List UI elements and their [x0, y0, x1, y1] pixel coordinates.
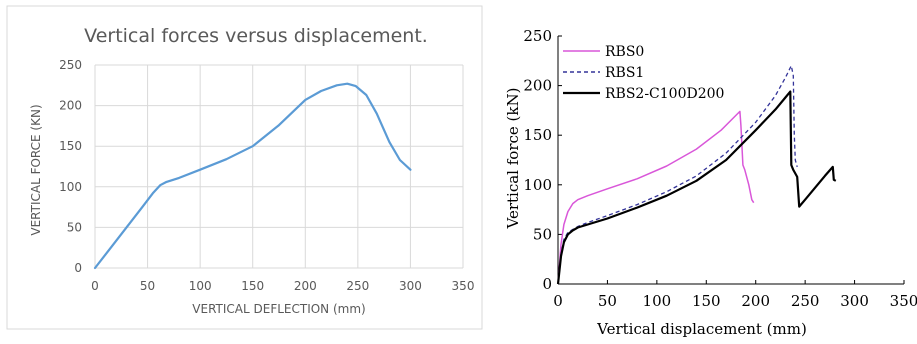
x-tick-label: 350	[890, 292, 917, 310]
legend-label: RBS2-C100D200	[605, 86, 724, 102]
x-tick-label: 0	[553, 292, 563, 310]
series-line-rbs2-c100d200	[556, 90, 837, 285]
chart-title: Vertical forces versus displacement.	[84, 25, 428, 47]
series-line	[93, 82, 412, 270]
chart-frame	[6, 5, 483, 330]
chart-vertical-forces: Vertical forces versus displacement. VER…	[6, 5, 483, 330]
x-tick-label: 150	[692, 292, 721, 310]
chart-vertical-displacement: Vertical displacement (mm) Vertical forc…	[504, 27, 917, 338]
legend-label: RBS0	[605, 44, 644, 60]
x-tick-label: 150	[241, 279, 264, 293]
y-axis-title: VERTICAL FORCE (KN)	[29, 104, 43, 235]
x-tick-label: 300	[840, 292, 869, 310]
y-axis-title: Vertical force (kN)	[504, 88, 522, 230]
y-tick-label: 0	[542, 275, 552, 293]
series-line-rbs0	[557, 110, 755, 285]
y-tick-label: 100	[59, 180, 82, 194]
x-tick-label: 200	[294, 279, 317, 293]
x-tick-label: 300	[399, 279, 422, 293]
x-axis-title: Vertical displacement (mm)	[596, 320, 807, 338]
x-tick-label: 250	[791, 292, 820, 310]
y-tick-label: 50	[67, 220, 82, 234]
x-tick-label: 50	[140, 279, 155, 293]
excel-chart-panel: Vertical forces versus displacement. VER…	[6, 5, 483, 330]
x-tick-label: 0	[91, 279, 99, 293]
y-tick-label: 150	[523, 126, 552, 144]
y-tick-label: 250	[523, 27, 552, 45]
x-tick-label: 200	[741, 292, 770, 310]
y-tick-label: 250	[59, 58, 82, 72]
x-tick-label: 250	[346, 279, 369, 293]
x-tick-label: 350	[452, 279, 475, 293]
y-tick-label: 100	[523, 176, 552, 194]
y-tick-label: 0	[74, 261, 82, 275]
x-axis-title: VERTICAL DEFLECTION (mm)	[192, 302, 365, 316]
y-tick-label: 200	[523, 77, 552, 95]
x-tick-label: 100	[189, 279, 212, 293]
x-tick-label: 100	[643, 292, 672, 310]
y-tick-label: 150	[59, 139, 82, 153]
y-tick-label: 200	[59, 99, 82, 113]
x-tick-label: 50	[598, 292, 617, 310]
legend-label: RBS1	[605, 65, 644, 81]
y-tick-label: 50	[533, 225, 552, 243]
paper-chart-panel: Vertical displacement (mm) Vertical forc…	[490, 0, 917, 339]
